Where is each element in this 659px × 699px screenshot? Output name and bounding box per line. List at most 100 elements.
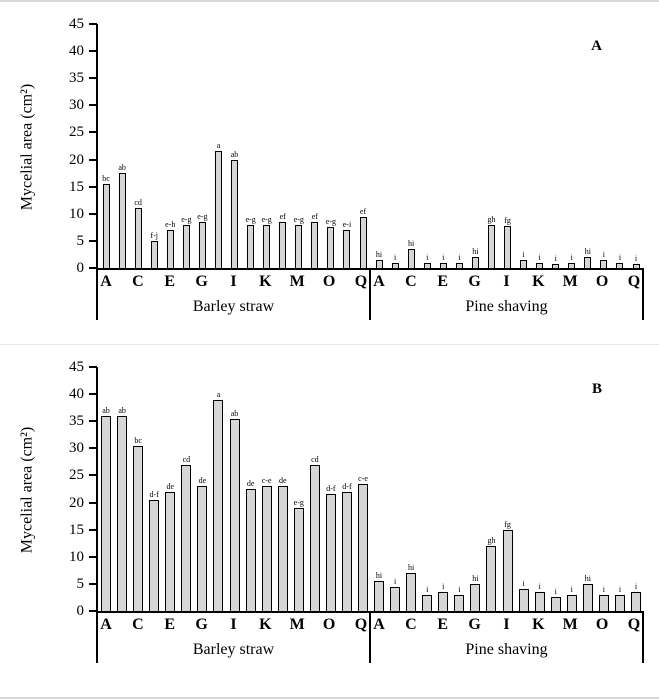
bar-significance-label: de [246, 479, 255, 488]
bar-significance-label: ab [118, 405, 126, 415]
category-letter: C [405, 616, 417, 633]
y-tick-label: 35 [69, 70, 84, 87]
bar [247, 224, 255, 268]
bar-slot: i [532, 367, 548, 611]
bar-slot: e-g [243, 24, 259, 268]
panel-divider [0, 344, 659, 345]
bar [231, 159, 239, 268]
bar-significance-label: i [458, 584, 461, 594]
bar [375, 259, 383, 268]
category-letter: E [437, 273, 449, 290]
bar-slot: hi [467, 24, 483, 268]
bar [295, 224, 303, 268]
y-tick-label: 5 [76, 575, 85, 592]
bar [502, 529, 513, 611]
bar [150, 240, 158, 268]
bar-significance-label: c-e [261, 476, 272, 486]
category-letter: K [532, 273, 545, 290]
bar-significance-label: e-g [245, 214, 256, 224]
bar [149, 499, 160, 611]
bar-slot: i [548, 24, 564, 268]
bar [133, 445, 144, 611]
bar-significance-label: i [554, 253, 557, 263]
y-tick-label: 35 [69, 413, 84, 430]
bar-significance-label: a [216, 141, 221, 151]
y-tick-mark [89, 582, 97, 585]
category-letter: E [437, 616, 449, 633]
bar-significance-label: i [634, 582, 638, 592]
bar-significance-label: e-g [293, 497, 304, 507]
category-letter: Q [354, 616, 368, 633]
bar-slot: i [419, 24, 435, 268]
bar [117, 415, 128, 611]
bar-slot: e-g [291, 24, 307, 268]
bar-slot: d-f [323, 367, 339, 611]
bar [616, 262, 624, 268]
bars-container: ab ab bc d-f de cd de a ab de c-e de e-g cd d-f d-f c-e h… [98, 367, 644, 611]
bar-slot: ab [227, 367, 243, 611]
bar-significance-label: e-g [293, 214, 304, 224]
y-tick-mark [89, 447, 97, 450]
bar [327, 227, 335, 268]
bar [374, 581, 385, 611]
y-tick-label: 15 [69, 178, 84, 195]
bar-significance-label: e-g [325, 217, 337, 227]
category-letter: O [322, 273, 336, 290]
category-letter: I [230, 273, 237, 290]
bar-slot: i [564, 24, 580, 268]
bar [343, 230, 351, 268]
y-tick-mark [89, 501, 97, 504]
bar [486, 545, 497, 611]
bar-significance-label: bc [102, 173, 110, 183]
bar [470, 583, 481, 611]
bar [197, 486, 208, 611]
bar-slot: gh [483, 24, 499, 268]
category-letter: M [562, 273, 578, 290]
y-tick-mark [89, 131, 97, 134]
y-tick-mark [89, 528, 97, 531]
bar-significance-label: hi [375, 249, 383, 259]
x-axis-area: A C E G I K M O Q Barley straw A C E G I K M O Q Pine shavi… [96, 270, 644, 320]
bar-slot: i [628, 24, 644, 268]
category-letter: G [468, 616, 481, 633]
bar [423, 262, 431, 268]
bar [279, 221, 287, 268]
bar-slot: hi [403, 24, 419, 268]
bar-significance-label: cd [134, 198, 142, 208]
bar-slot: e-g [291, 367, 307, 611]
substrate-label: Barley straw [192, 298, 275, 315]
bar-significance-label: gh [487, 535, 496, 545]
y-tick-mark [89, 212, 97, 215]
bar-significance-label: i [393, 252, 397, 262]
bar-significance-label: hi [472, 247, 479, 257]
bar-slot: bc [98, 24, 114, 268]
bar-significance-label: fg [504, 215, 511, 225]
bar [406, 573, 417, 611]
bar [214, 151, 222, 268]
bar-significance-label: a [216, 389, 221, 399]
y-tick-mark [89, 366, 97, 368]
category-letter: C [132, 273, 144, 290]
bar-slot: i [628, 367, 644, 611]
bar-slot: hi [371, 24, 387, 268]
substrate-label: Pine shaving [465, 641, 548, 658]
bar [309, 464, 320, 611]
bar-slot: i [548, 367, 564, 611]
bar-slot: cd [307, 367, 323, 611]
bar-significance-label: i [442, 252, 445, 262]
bar [101, 415, 112, 611]
bar [534, 592, 545, 611]
category-letter: A [100, 616, 112, 633]
bar-slot: hi [403, 367, 419, 611]
bar [471, 257, 479, 268]
bar-slot: f-j [146, 24, 162, 268]
y-tick-mark [89, 610, 97, 612]
bar [134, 208, 142, 268]
bar-significance-label: i [602, 584, 606, 594]
bar [631, 592, 642, 611]
bar [166, 230, 174, 268]
bar-slot: ab [114, 24, 130, 268]
bar-significance-label: de [278, 476, 287, 486]
bar-slot: hi [580, 24, 596, 268]
bar-slot: i [451, 367, 467, 611]
